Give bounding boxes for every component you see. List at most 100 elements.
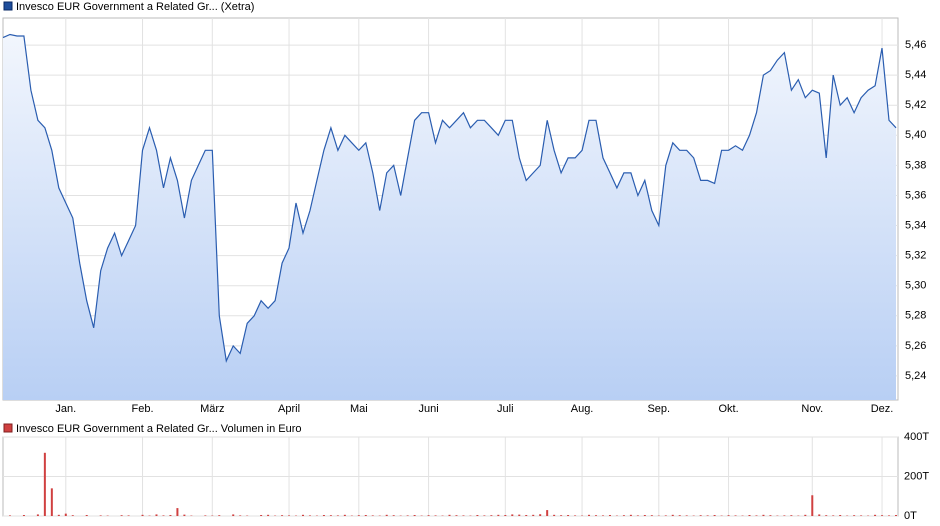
volume-bar bbox=[204, 515, 207, 516]
y-tick-label: 5,30 bbox=[905, 280, 926, 292]
x-tick-label: Sep. bbox=[647, 403, 670, 415]
y-tick-label: 5,32 bbox=[905, 250, 926, 262]
y-tick-label: 5,26 bbox=[905, 340, 926, 352]
y-tick-label: 5,24 bbox=[905, 370, 926, 382]
volume-bar bbox=[706, 515, 709, 516]
volume-bar bbox=[574, 515, 577, 516]
y-tick-label: 400T bbox=[904, 431, 929, 443]
volume-bar bbox=[336, 515, 339, 516]
volume-bar bbox=[727, 515, 730, 516]
volume-bar bbox=[553, 514, 556, 516]
volume-bar bbox=[371, 515, 374, 516]
volume-bar bbox=[120, 515, 123, 516]
x-tick-label: Jan. bbox=[55, 403, 76, 415]
volume-bar bbox=[448, 514, 451, 516]
volume-bar bbox=[8, 515, 11, 516]
volume-bar bbox=[504, 515, 507, 516]
volume-bar bbox=[357, 515, 360, 516]
volume-bar bbox=[518, 514, 521, 516]
volume-bar bbox=[811, 495, 814, 516]
volume-bar bbox=[155, 514, 158, 516]
volume-bar bbox=[455, 515, 458, 516]
volume-bar bbox=[629, 514, 632, 516]
y-tick-label: 5,36 bbox=[905, 189, 926, 201]
volume-bar bbox=[50, 488, 53, 516]
volume-bar bbox=[546, 510, 549, 516]
volume-bar bbox=[860, 515, 863, 516]
x-tick-label: März bbox=[200, 403, 224, 415]
y-tick-label: 5,28 bbox=[905, 310, 926, 322]
x-tick-label: Aug. bbox=[571, 403, 594, 415]
volume-bar bbox=[71, 515, 74, 516]
y-tick-label: 5,46 bbox=[905, 39, 926, 51]
volume-title: Invesco EUR Government a Related Gr... V… bbox=[16, 423, 302, 435]
volume-bar bbox=[678, 515, 681, 516]
volume-bar bbox=[888, 515, 891, 516]
x-tick-label: Dez. bbox=[871, 403, 894, 415]
volume-bar bbox=[636, 515, 639, 516]
volume-bar bbox=[790, 515, 793, 516]
volume-bar bbox=[783, 515, 786, 516]
volume-bar bbox=[169, 515, 172, 516]
volume-bar bbox=[664, 515, 667, 516]
volume-bar bbox=[427, 515, 430, 516]
volume-bar bbox=[64, 513, 67, 516]
x-tick-label: Mai bbox=[350, 403, 368, 415]
volume-bar bbox=[483, 515, 486, 516]
volume-bar bbox=[462, 515, 465, 516]
volume-bar bbox=[260, 515, 263, 516]
volume-bar bbox=[608, 515, 611, 516]
y-tick-label: 200T bbox=[904, 470, 929, 482]
x-tick-label: Nov. bbox=[801, 403, 823, 415]
volume-bar bbox=[490, 515, 493, 516]
volume-bar bbox=[36, 514, 39, 516]
volume-bar bbox=[539, 514, 542, 516]
volume-bar bbox=[650, 515, 653, 516]
legend-swatch bbox=[3, 423, 13, 433]
volume-bar bbox=[839, 515, 842, 516]
y-tick-label: 5,34 bbox=[905, 219, 926, 231]
volume-bar bbox=[881, 515, 884, 516]
volume-bar bbox=[329, 515, 332, 516]
volume-bar bbox=[699, 515, 702, 516]
volume-bar bbox=[301, 514, 304, 516]
volume-bar bbox=[895, 515, 897, 516]
volume-bar bbox=[874, 514, 877, 516]
volume-bar bbox=[267, 514, 270, 516]
chart-title: Invesco EUR Government a Related Gr... (… bbox=[16, 1, 254, 13]
volume-bar bbox=[288, 515, 291, 516]
volume-bar bbox=[853, 515, 856, 516]
volume-bar bbox=[622, 515, 625, 516]
y-tick-label: 0T bbox=[904, 510, 917, 522]
x-tick-label: April bbox=[278, 403, 300, 415]
volume-bar bbox=[769, 515, 772, 516]
volume-bar bbox=[127, 515, 130, 516]
volume-bar bbox=[497, 514, 500, 516]
y-tick-label: 5,38 bbox=[905, 159, 926, 171]
volume-bar bbox=[832, 515, 835, 516]
volume-bar bbox=[308, 515, 311, 516]
volume-bar bbox=[218, 515, 221, 516]
volume-bar bbox=[141, 514, 144, 516]
volume-bar bbox=[476, 515, 479, 516]
volume-bar bbox=[343, 514, 346, 516]
volume-bar bbox=[525, 515, 528, 516]
volume-bar bbox=[685, 515, 688, 516]
volume-bar bbox=[755, 515, 758, 516]
volume-bar bbox=[239, 515, 242, 516]
volume-bar bbox=[322, 515, 325, 516]
volume-bar bbox=[99, 515, 102, 516]
legend-swatch bbox=[3, 1, 13, 11]
volume-bar bbox=[643, 515, 646, 516]
volume-bar bbox=[601, 515, 604, 516]
price-line bbox=[2, 33, 897, 363]
volume-bar bbox=[595, 515, 598, 516]
volume-bar bbox=[588, 514, 591, 516]
price-area bbox=[3, 34, 896, 400]
volume-bar bbox=[406, 515, 409, 516]
y-tick-label: 5,44 bbox=[905, 69, 926, 81]
volume-bar bbox=[22, 515, 25, 516]
volume-bar bbox=[162, 515, 165, 516]
x-tick-label: Feb. bbox=[132, 403, 154, 415]
volume-bar bbox=[85, 515, 88, 516]
